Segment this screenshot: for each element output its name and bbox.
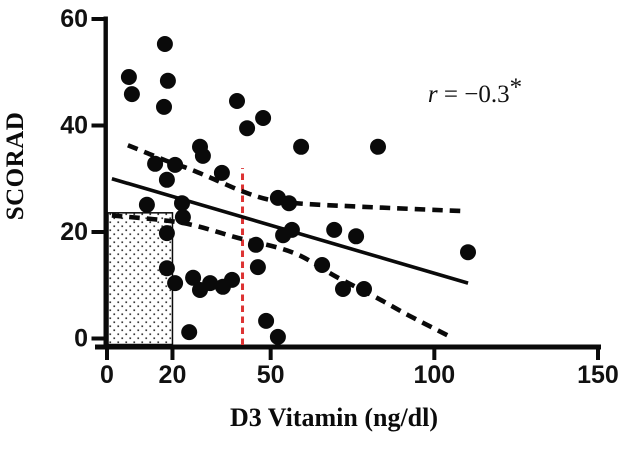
data-point — [281, 195, 297, 212]
r-symbol: r — [427, 81, 438, 108]
data-point — [202, 275, 219, 292]
data-point — [213, 164, 230, 181]
x-tick-label: 150 — [577, 361, 619, 389]
data-point — [167, 156, 184, 173]
data-point — [123, 86, 140, 103]
data-point — [249, 259, 266, 276]
data-point — [194, 147, 211, 164]
data-point — [258, 312, 275, 329]
data-point — [247, 236, 264, 253]
data-point — [156, 98, 172, 115]
data-point — [239, 120, 256, 137]
y-tick-label: 40 — [60, 112, 88, 140]
data-point — [293, 138, 310, 155]
data-point — [174, 209, 191, 226]
data-point — [224, 271, 240, 288]
ci-upper-curve — [127, 143, 466, 214]
data-point — [158, 171, 175, 188]
data-point — [181, 324, 198, 341]
data-point — [283, 221, 300, 238]
data-point — [255, 110, 272, 126]
data-point — [460, 244, 476, 261]
y-axis-title: SCORAD — [2, 111, 29, 221]
r-value: −0.3 — [464, 81, 510, 108]
data-point — [158, 225, 175, 242]
y-tick-label: 0 — [74, 325, 88, 353]
data-point — [356, 281, 372, 297]
data-point — [269, 328, 286, 345]
data-point — [348, 228, 365, 245]
data-point — [370, 138, 386, 155]
y-tick-label: 20 — [60, 218, 88, 246]
significance-star: * — [509, 73, 523, 101]
data-point — [158, 260, 175, 277]
data-point — [335, 281, 351, 297]
x-tick-label: 100 — [413, 361, 455, 389]
data-point — [138, 196, 155, 213]
data-point — [314, 257, 331, 273]
data-point — [185, 269, 202, 286]
correlation-annotation: r = −0.3* — [400, 75, 550, 109]
data-point — [229, 93, 245, 109]
data-point — [167, 275, 184, 292]
x-tick-label: 50 — [257, 361, 285, 389]
data-point — [156, 36, 173, 52]
data-point — [147, 155, 164, 172]
equals-sign: = — [437, 81, 465, 108]
x-tick-label: 0 — [100, 361, 114, 389]
x-axis-title: D3 Vitamin (ng/dl) — [229, 403, 439, 432]
data-point — [326, 221, 343, 238]
y-tick-label: 60 — [60, 5, 88, 33]
data-point — [159, 72, 176, 89]
data-point — [120, 69, 137, 85]
data-point — [174, 195, 190, 212]
x-tick-label: 20 — [159, 361, 187, 389]
